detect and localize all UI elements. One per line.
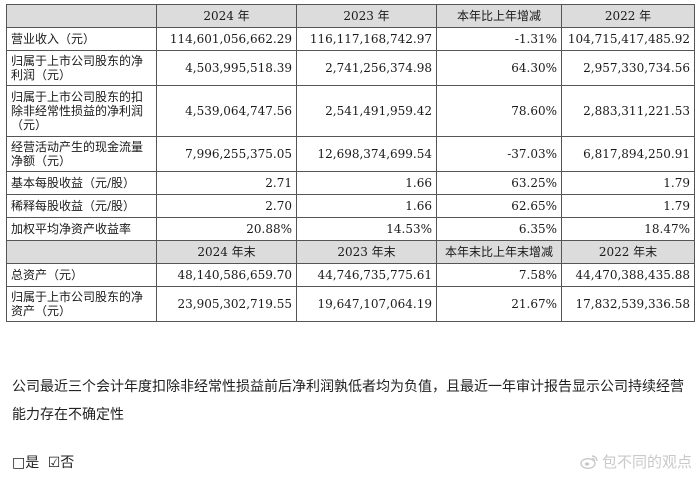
table-row: 归属于上市公司股东的净利润（元） 4,503,995,518.39 2,741,… <box>6 50 695 86</box>
financial-table-wrapper: 2024 年 2023 年 本年比上年增减 2022 年 营业收入（元） 114… <box>6 4 695 322</box>
cell: 2,957,330,734.56 <box>561 50 695 86</box>
cell: 62.65% <box>436 194 562 218</box>
cell: 48,140,586,659.70 <box>156 263 297 287</box>
table-row: 加权平均净资产收益率 20.88% 14.53% 6.35% 18.47% <box>6 217 695 241</box>
header-row-year-end: 2024 年末 2023 年末 本年末比上年末增减 2022 年末 <box>6 240 695 264</box>
cell: 14.53% <box>296 217 437 241</box>
cell: 63.25% <box>436 171 562 195</box>
weibo-icon <box>580 454 598 470</box>
cell: 1.79 <box>561 194 695 218</box>
cell: 2.70 <box>156 194 297 218</box>
cell: 1.79 <box>561 171 695 195</box>
cell: 78.60% <box>436 85 562 137</box>
disclosure-note: 公司最近三个会计年度扣除非经常性损益前后净利润孰低者均为负值，且最近一年审计报告… <box>12 379 684 423</box>
header-cell: 2023 年末 <box>296 240 437 264</box>
header-cell: 2022 年 <box>561 4 695 28</box>
cell: 23,905,302,719.55 <box>156 286 297 322</box>
header-cell: 本年末比上年末增减 <box>436 240 562 264</box>
checkbox-no[interactable]: ☑否 <box>47 455 75 471</box>
row-label: 加权平均净资产收益率 <box>6 217 157 241</box>
row-label: 归属于上市公司股东的扣除非经常性损益的净利润（元） <box>6 85 157 137</box>
cell: 19,647,107,064.19 <box>296 286 437 322</box>
cell: 1.66 <box>296 194 437 218</box>
header-cell: 2024 年 <box>156 4 297 28</box>
cell: 6.35% <box>436 217 562 241</box>
cell: 20.88% <box>156 217 297 241</box>
cell: 2,883,311,221.53 <box>561 85 695 137</box>
cell: 1.66 <box>296 171 437 195</box>
cell: 104,715,417,485.92 <box>561 27 695 51</box>
row-label: 经营活动产生的现金流量净额（元） <box>6 136 157 172</box>
header-cell <box>6 240 157 264</box>
row-label: 归属于上市公司股东的净利润（元） <box>6 50 157 86</box>
row-label: 稀释每股收益（元/股） <box>6 194 157 218</box>
cell: 12,698,374,699.54 <box>296 136 437 172</box>
watermark: 包不同的观点 <box>580 451 692 472</box>
cell: 116,117,168,742.97 <box>296 27 437 51</box>
cell: 44,746,735,775.61 <box>296 263 437 287</box>
checkbox-yes[interactable]: □是 <box>12 455 40 471</box>
cell: 2,541,491,959.42 <box>296 85 437 137</box>
cell: 4,539,064,747.56 <box>156 85 297 137</box>
yes-no-choices: □是 ☑否 <box>12 452 78 472</box>
table-row: 营业收入（元） 114,601,056,662.29 116,117,168,7… <box>6 27 695 51</box>
cell: 7,996,255,375.05 <box>156 136 297 172</box>
table-row: 归属于上市公司股东的净资产（元） 23,905,302,719.55 19,64… <box>6 286 695 322</box>
cell: 44,470,388,435.88 <box>561 263 695 287</box>
table-row: 经营活动产生的现金流量净额（元） 7,996,255,375.05 12,698… <box>6 136 695 172</box>
cell: -1.31% <box>436 27 562 51</box>
table-row: 稀释每股收益（元/股） 2.70 1.66 62.65% 1.79 <box>6 194 695 218</box>
cell: 2,741,256,374.98 <box>296 50 437 86</box>
row-label: 营业收入（元） <box>6 27 157 51</box>
header-cell: 本年比上年增减 <box>436 4 562 28</box>
cell: -37.03% <box>436 136 562 172</box>
table-row: 归属于上市公司股东的扣除非经常性损益的净利润（元） 4,539,064,747.… <box>6 85 695 137</box>
row-label: 归属于上市公司股东的净资产（元） <box>6 286 157 322</box>
table-row: 基本每股收益（元/股） 2.71 1.66 63.25% 1.79 <box>6 171 695 195</box>
financial-table: 2024 年 2023 年 本年比上年增减 2022 年 营业收入（元） 114… <box>6 4 695 322</box>
cell: 6,817,894,250.91 <box>561 136 695 172</box>
row-label: 总资产（元） <box>6 263 157 287</box>
header-cell: 2024 年末 <box>156 240 297 264</box>
cell: 18.47% <box>561 217 695 241</box>
cell: 4,503,995,518.39 <box>156 50 297 86</box>
watermark-text: 包不同的观点 <box>601 453 692 471</box>
cell: 64.30% <box>436 50 562 86</box>
cell: 17,832,539,336.58 <box>561 286 695 322</box>
header-cell: 2022 年末 <box>561 240 695 264</box>
cell: 21.67% <box>436 286 562 322</box>
row-label: 基本每股收益（元/股） <box>6 171 157 195</box>
cell: 7.58% <box>436 263 562 287</box>
header-cell: 2023 年 <box>296 4 437 28</box>
header-row-years: 2024 年 2023 年 本年比上年增减 2022 年 <box>6 4 695 28</box>
header-cell <box>6 4 157 28</box>
cell: 2.71 <box>156 171 297 195</box>
cell: 114,601,056,662.29 <box>156 27 297 51</box>
table-row: 总资产（元） 48,140,586,659.70 44,746,735,775.… <box>6 263 695 287</box>
